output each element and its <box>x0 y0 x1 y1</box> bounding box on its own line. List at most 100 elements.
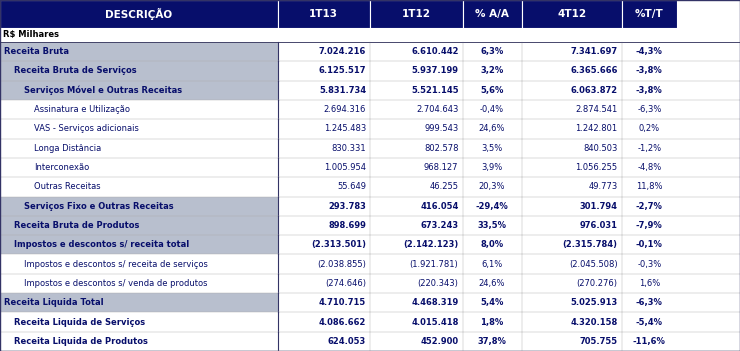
Text: -29,4%: -29,4% <box>476 202 508 211</box>
Bar <box>278 158 740 177</box>
Text: Receita Liquida de Produtos: Receita Liquida de Produtos <box>14 337 148 346</box>
Text: 6.063.872: 6.063.872 <box>571 86 618 95</box>
Bar <box>0 197 740 216</box>
Text: DESCRIÇÃO: DESCRIÇÃO <box>105 8 172 20</box>
Text: -3,8%: -3,8% <box>636 86 663 95</box>
Text: (220.343): (220.343) <box>417 279 459 288</box>
Text: 0,2%: 0,2% <box>639 124 660 133</box>
Bar <box>0 42 740 61</box>
Text: Serviços Móvel e Outras Receitas: Serviços Móvel e Outras Receitas <box>24 86 182 95</box>
Text: -7,9%: -7,9% <box>636 221 663 230</box>
Text: 976.031: 976.031 <box>579 221 618 230</box>
Bar <box>278 197 740 216</box>
Text: (274.646): (274.646) <box>325 279 366 288</box>
Text: -4,8%: -4,8% <box>637 163 662 172</box>
Text: 20,3%: 20,3% <box>479 182 505 191</box>
Text: 4.468.319: 4.468.319 <box>411 298 459 307</box>
Text: 802.578: 802.578 <box>424 144 459 153</box>
Text: -2,7%: -2,7% <box>636 202 663 211</box>
Bar <box>0 0 278 28</box>
Text: -3,8%: -3,8% <box>636 66 663 75</box>
Text: 968.127: 968.127 <box>424 163 459 172</box>
Text: (2.045.508): (2.045.508) <box>569 260 618 269</box>
Text: R$ Milhares: R$ Milhares <box>3 31 59 40</box>
Bar <box>278 216 740 235</box>
Text: 4.086.662: 4.086.662 <box>319 318 366 326</box>
Text: 24,6%: 24,6% <box>479 124 505 133</box>
Bar <box>278 254 740 274</box>
Text: (1.921.781): (1.921.781) <box>410 260 459 269</box>
Text: 830.331: 830.331 <box>332 144 366 153</box>
Text: 33,5%: 33,5% <box>477 221 507 230</box>
Text: 416.054: 416.054 <box>420 202 459 211</box>
Text: Serviços Fixo e Outras Receitas: Serviços Fixo e Outras Receitas <box>24 202 174 211</box>
Text: -11,6%: -11,6% <box>633 337 666 346</box>
Text: 5,6%: 5,6% <box>480 86 504 95</box>
Text: Impostos e descontos s/ venda de produtos: Impostos e descontos s/ venda de produto… <box>24 279 207 288</box>
Text: 5.521.145: 5.521.145 <box>411 86 459 95</box>
Text: Longa Distância: Longa Distância <box>34 144 101 153</box>
Bar <box>278 61 740 81</box>
Text: 673.243: 673.243 <box>420 221 459 230</box>
Bar <box>278 0 370 28</box>
Text: 898.699: 898.699 <box>328 221 366 230</box>
Text: 2.874.541: 2.874.541 <box>576 105 618 114</box>
Text: 624.053: 624.053 <box>328 337 366 346</box>
Text: 1.245.483: 1.245.483 <box>324 124 366 133</box>
Text: 3,9%: 3,9% <box>482 163 502 172</box>
Text: 6,1%: 6,1% <box>482 260 502 269</box>
Text: 6.125.517: 6.125.517 <box>318 66 366 75</box>
Bar <box>0 216 740 235</box>
Text: -6,3%: -6,3% <box>637 105 662 114</box>
Text: 24,6%: 24,6% <box>479 279 505 288</box>
Text: 46.255: 46.255 <box>429 182 459 191</box>
Text: 7.024.216: 7.024.216 <box>319 47 366 56</box>
Bar <box>0 28 740 42</box>
Text: -0,4%: -0,4% <box>480 105 504 114</box>
Text: 6,3%: 6,3% <box>480 47 504 56</box>
Text: 5.025.913: 5.025.913 <box>571 298 618 307</box>
Bar <box>462 0 522 28</box>
Text: Receita Bruta de Produtos: Receita Bruta de Produtos <box>14 221 139 230</box>
Bar <box>278 177 740 197</box>
Text: 1.005.954: 1.005.954 <box>324 163 366 172</box>
Text: -0,3%: -0,3% <box>637 260 662 269</box>
Bar <box>0 61 740 81</box>
Text: 705.755: 705.755 <box>579 337 618 346</box>
Text: 6.365.666: 6.365.666 <box>570 66 618 75</box>
Text: 4.015.418: 4.015.418 <box>411 318 459 326</box>
Text: 3,5%: 3,5% <box>482 144 502 153</box>
Bar <box>0 293 740 312</box>
Text: Outras Receitas: Outras Receitas <box>34 182 101 191</box>
Text: 1,6%: 1,6% <box>639 279 660 288</box>
Bar <box>0 235 740 254</box>
Text: 8,0%: 8,0% <box>480 240 504 249</box>
Bar <box>622 0 677 28</box>
Text: Receita Bruta: Receita Bruta <box>4 47 69 56</box>
Text: 1,8%: 1,8% <box>480 318 504 326</box>
Text: -0,1%: -0,1% <box>636 240 663 249</box>
Bar <box>278 274 740 293</box>
Text: Assinatura e Utilização: Assinatura e Utilização <box>34 105 130 114</box>
Text: 49.773: 49.773 <box>588 182 618 191</box>
Text: 4.710.715: 4.710.715 <box>319 298 366 307</box>
Text: 1.056.255: 1.056.255 <box>576 163 618 172</box>
Text: 5.831.734: 5.831.734 <box>319 86 366 95</box>
Bar <box>0 254 740 274</box>
Text: Receita Liquida Total: Receita Liquida Total <box>4 298 104 307</box>
Text: Interconexão: Interconexão <box>34 163 90 172</box>
Text: 6.610.442: 6.610.442 <box>411 47 459 56</box>
Text: 452.900: 452.900 <box>420 337 459 346</box>
Bar <box>0 119 740 139</box>
Bar <box>278 332 740 351</box>
Text: 2.694.316: 2.694.316 <box>323 105 366 114</box>
Text: 5.937.199: 5.937.199 <box>411 66 459 75</box>
Text: (2.313.501): (2.313.501) <box>311 240 366 249</box>
Text: VAS - Serviços adicionais: VAS - Serviços adicionais <box>34 124 139 133</box>
Text: 2.704.643: 2.704.643 <box>416 105 459 114</box>
Text: 1T12: 1T12 <box>402 9 431 19</box>
Text: 7.341.697: 7.341.697 <box>571 47 618 56</box>
Text: % A/A: % A/A <box>475 9 509 19</box>
Bar <box>278 139 740 158</box>
Text: 301.794: 301.794 <box>579 202 618 211</box>
